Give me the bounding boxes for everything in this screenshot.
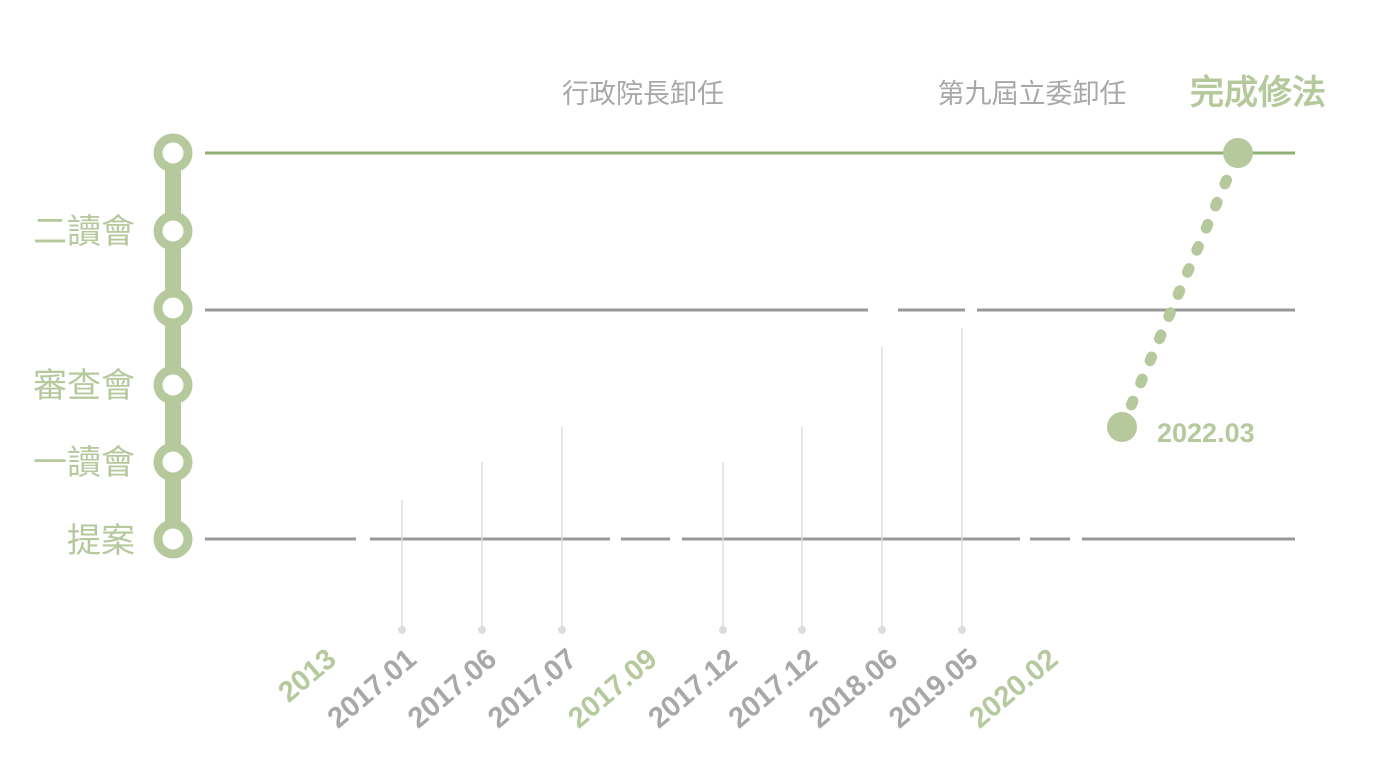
timeline-date-label: 2017.09 — [562, 643, 663, 735]
tick-dots — [398, 626, 966, 634]
event-premier-resign: 行政院長卸任 — [562, 79, 724, 110]
stage-label-review: 審查會 — [33, 366, 135, 406]
timeline-date-label: 2017.01 — [322, 643, 423, 735]
tick-dot — [798, 626, 806, 634]
timeline-date-label: 2017.12 — [643, 643, 744, 735]
stage-label-proposal: 提案 — [67, 521, 135, 561]
tick-dot — [398, 626, 406, 634]
timeline-date-label: 2017.06 — [402, 643, 503, 735]
stage-node-first-reading — [153, 442, 193, 482]
stage-node-second-reading — [153, 211, 193, 251]
stage-nodes — [153, 133, 193, 559]
stage-label-first-reading: 一讀會 — [33, 443, 135, 483]
progress-end-dot — [1223, 138, 1253, 168]
timeline-date-label: 2019.05 — [883, 643, 984, 735]
stage-node-proposal — [153, 519, 193, 559]
stage-node-complete — [153, 133, 193, 173]
tick-lines — [401, 328, 963, 630]
timeline-date-label: 2017.07 — [482, 643, 583, 735]
timeline-date-label: 2020.02 — [963, 643, 1064, 735]
tick-dot — [558, 626, 566, 634]
progress-dotted-line — [1116, 147, 1244, 433]
end-date-label: 2022.03 — [1157, 418, 1255, 448]
tick-dot — [878, 626, 886, 634]
stage-node-review — [153, 365, 193, 405]
tick-dot — [719, 626, 727, 634]
stage-label-second-reading: 二讀會 — [33, 212, 135, 252]
event-legislator-resign: 第九屆立委卸任 — [938, 79, 1127, 110]
stage-node-level-2 — [153, 288, 193, 328]
tick-dot — [958, 626, 966, 634]
timeline-date-label: 2013 — [273, 643, 343, 709]
progress-start-dot — [1107, 412, 1137, 442]
event-complete: 完成修法 — [1190, 73, 1326, 113]
timeline-date-label: 2017.12 — [723, 643, 824, 735]
timeline-date-label: 2018.06 — [803, 643, 904, 735]
date-labels: 20132017.012017.062017.072017.092017.122… — [273, 643, 1065, 735]
tick-dot — [478, 626, 486, 634]
